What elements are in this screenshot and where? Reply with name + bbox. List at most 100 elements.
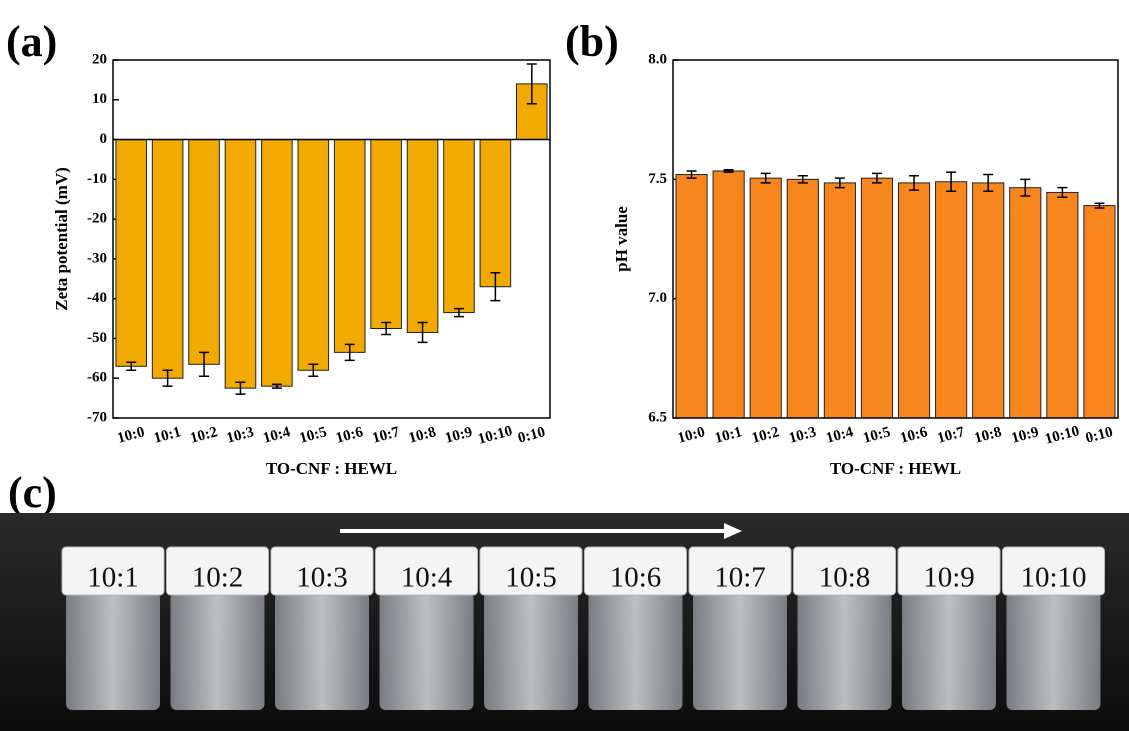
vial-glass xyxy=(902,592,996,710)
bar xyxy=(443,139,475,314)
bar xyxy=(1009,187,1042,419)
vial-cap xyxy=(1002,546,1105,596)
vial-glass xyxy=(275,592,369,710)
vial-glass xyxy=(484,592,578,710)
y-tick-label: 20 xyxy=(92,51,107,67)
x-tick-label: 10:3 xyxy=(787,424,818,447)
error-bar xyxy=(871,172,882,184)
error-bar xyxy=(271,383,282,389)
bar xyxy=(786,178,819,419)
bar xyxy=(935,181,968,419)
x-tick-label: 10:1 xyxy=(713,424,744,447)
error-bar xyxy=(1057,186,1068,198)
vial-label: 10:4 xyxy=(401,562,453,594)
bar xyxy=(333,139,366,353)
x-tick-label: 10:9 xyxy=(1010,424,1041,447)
y-tick-label: -40 xyxy=(87,290,107,306)
vial-cap xyxy=(897,546,1001,596)
error-bar xyxy=(162,369,173,387)
vial-glass xyxy=(1006,592,1101,710)
vial-label: 10:2 xyxy=(192,562,244,594)
bar xyxy=(1083,205,1116,419)
vial-cap xyxy=(793,546,896,596)
vial-glass xyxy=(66,592,160,710)
y-axis-title: Zeta potential (mV) xyxy=(52,167,71,311)
x-tick-label: 10:4 xyxy=(261,424,292,447)
vials: 10:1 10:2 10:3 10:4 10:5 10:6 10:7 10:8 10:9 10:1… xyxy=(61,546,1105,710)
x-tick-label: 10:5 xyxy=(861,424,892,447)
plot-frame xyxy=(672,59,1119,419)
x-tick-label: 10:0 xyxy=(116,424,147,447)
vial-label: 10:9 xyxy=(923,562,975,594)
error-bar xyxy=(235,381,246,395)
bar xyxy=(479,139,512,288)
error-bar xyxy=(344,343,355,362)
x-tick-label: 10:2 xyxy=(189,424,220,447)
error-bar xyxy=(308,363,319,377)
vial-cap xyxy=(584,546,687,596)
y-tick-label: 10 xyxy=(92,91,107,107)
panel-label: (c) xyxy=(8,468,57,517)
x-tick-label: 10:8 xyxy=(407,424,438,447)
x-tick-label: 10:8 xyxy=(973,424,1004,447)
x-tick-label: 10:5 xyxy=(298,424,329,447)
y-tick-label: -30 xyxy=(87,250,107,266)
bar xyxy=(151,139,184,379)
x-tick-label: 10:6 xyxy=(899,424,930,447)
vial-glass xyxy=(588,592,683,710)
vial-glass xyxy=(797,592,892,710)
x-axis-title: TO-CNF : HEWL xyxy=(266,459,397,478)
error-bar xyxy=(1094,202,1105,209)
y-tick-label: 7.5 xyxy=(648,171,667,187)
panel-label: (b) xyxy=(565,17,619,66)
y-tick-label: 7.0 xyxy=(648,290,667,306)
x-axis-title: TO-CNF : HEWL xyxy=(830,459,961,478)
error-bar xyxy=(723,169,734,173)
x-tick-label: 10:9 xyxy=(443,424,474,447)
x-tick-label: 10:10 xyxy=(1043,423,1081,448)
vial-label: 10:8 xyxy=(819,562,871,594)
vial-label: 10:10 xyxy=(1020,562,1086,594)
error-bar xyxy=(946,171,957,193)
y-tick-label: 0 xyxy=(100,131,108,147)
y-tick-label: -10 xyxy=(87,171,107,187)
error-bar xyxy=(983,173,994,193)
error-bar xyxy=(526,63,537,105)
error-bar xyxy=(490,272,501,302)
bar xyxy=(115,139,148,367)
error-bar xyxy=(760,172,771,184)
y-tick-label: -20 xyxy=(87,211,107,227)
error-bar xyxy=(909,175,920,191)
bar xyxy=(712,170,745,419)
x-tick-label: 10:7 xyxy=(936,424,967,447)
vial-glass xyxy=(170,592,265,710)
vial-cap xyxy=(61,546,165,596)
bar xyxy=(224,139,257,389)
bar xyxy=(749,177,782,419)
y-tick-label: -60 xyxy=(87,370,107,386)
x-tick-label: 10:4 xyxy=(824,424,855,447)
error-bar xyxy=(797,175,808,184)
bar xyxy=(823,182,856,419)
vial-label: 10:5 xyxy=(505,562,557,594)
y-tick-label: 6.5 xyxy=(648,409,667,425)
error-bar xyxy=(834,177,845,189)
error-bar xyxy=(453,307,464,318)
vial-label: 10:1 xyxy=(87,562,139,594)
vial-cap xyxy=(688,546,792,596)
vial-cap xyxy=(270,546,374,596)
vial-cap xyxy=(479,546,583,596)
error-bar xyxy=(1020,178,1031,197)
vial-cap xyxy=(375,546,478,596)
panel-label: (a) xyxy=(6,17,57,66)
error-bar xyxy=(199,351,210,377)
plot-frame xyxy=(112,59,551,419)
bar xyxy=(370,139,402,329)
bar xyxy=(860,177,894,419)
bar xyxy=(972,182,1005,419)
bar xyxy=(897,182,931,419)
x-tick-label: 10:10 xyxy=(476,423,514,448)
error-bar xyxy=(126,361,137,372)
y-tick-label: 8.0 xyxy=(648,51,667,67)
